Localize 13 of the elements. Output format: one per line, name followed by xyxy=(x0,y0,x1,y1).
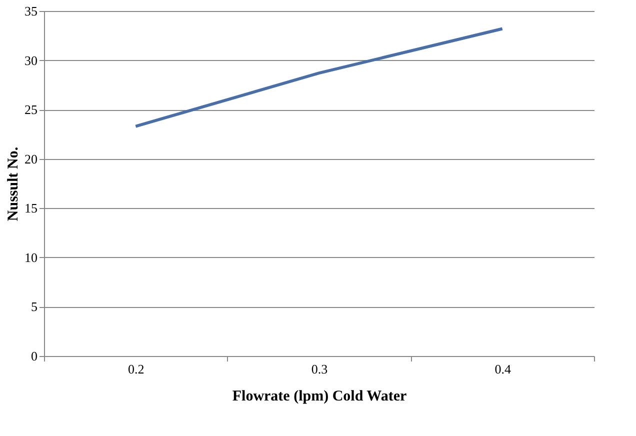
y-axis-title: Nussult No. xyxy=(6,146,22,222)
x-tick-label: 0.3 xyxy=(311,362,328,376)
y-tick-label: 15 xyxy=(24,200,38,216)
y-tick-label: 0 xyxy=(31,348,38,364)
y-tick-label: 35 xyxy=(24,4,38,18)
y-tick-label: 20 xyxy=(24,151,38,166)
y-tick-label: 30 xyxy=(24,52,38,68)
x-axis-title: Flowrate (lpm) Cold Water xyxy=(232,388,407,404)
x-tick-label: 0.2 xyxy=(128,362,144,376)
y-tick-label: 5 xyxy=(31,299,38,314)
y-tick-label: 10 xyxy=(24,250,38,265)
y-tick-label: 25 xyxy=(24,102,38,118)
x-tick-label: 0.4 xyxy=(494,362,512,376)
